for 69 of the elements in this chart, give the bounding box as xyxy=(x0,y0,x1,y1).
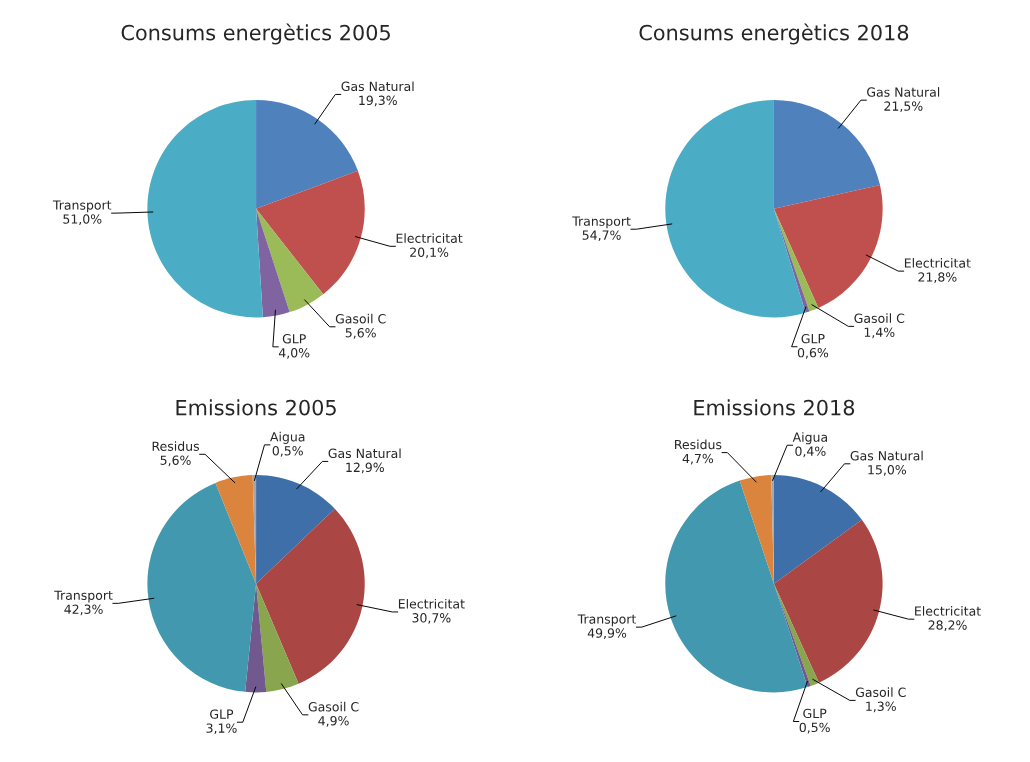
slice-label: Electricitat xyxy=(915,606,981,616)
slice-label: Transport xyxy=(52,200,112,213)
slice-label: Gas Natural xyxy=(867,87,940,97)
slice-label: Electricitat xyxy=(398,598,465,609)
data-label: 21,8% xyxy=(918,272,957,284)
pie-slice xyxy=(147,482,257,692)
pie-slice xyxy=(147,100,263,318)
data-label: 0,4% xyxy=(795,446,826,458)
data-label: 3,1% xyxy=(206,723,237,735)
chart-title: Consums energètics 2005 xyxy=(121,23,390,45)
pie-slice xyxy=(256,170,365,295)
pie-slice xyxy=(773,519,883,683)
pie-slice xyxy=(256,208,290,318)
slice-label: Gasoil C xyxy=(308,701,359,712)
slice-label: Gas Natural xyxy=(341,81,414,92)
data-label: 1,3% xyxy=(866,701,896,713)
data-label: 4,0% xyxy=(278,348,310,359)
slice-label: Electricitat xyxy=(396,233,463,243)
data-label: 49,9% xyxy=(587,628,627,640)
slice-label: GLP xyxy=(282,334,306,344)
data-label: 51,0% xyxy=(63,214,102,226)
data-label: 15,0% xyxy=(868,464,907,476)
data-label: 30,7% xyxy=(412,613,451,624)
data-label: 20,1% xyxy=(410,247,449,259)
slice-label: Gas Natural xyxy=(328,448,401,459)
slice-label: Gas Natural xyxy=(850,450,923,461)
data-label: 42,3% xyxy=(64,604,103,616)
pie-slice xyxy=(256,583,299,692)
chart-title: Emissions 2018 xyxy=(694,399,855,416)
pie-slice xyxy=(256,508,365,684)
pie-slice xyxy=(665,480,808,693)
data-label: 0,5% xyxy=(799,722,830,734)
data-label: 21,5% xyxy=(884,101,923,113)
data-label: 54,7% xyxy=(582,230,621,242)
data-label: 1,4% xyxy=(864,327,895,339)
slice-label: Residus xyxy=(675,439,722,450)
slice-label: Gasoil C xyxy=(855,687,906,698)
data-label: 4,9% xyxy=(318,716,349,727)
slice-label: Transport xyxy=(54,590,113,603)
data-label: 4,7% xyxy=(682,453,714,465)
pie-slice xyxy=(773,185,883,308)
slice-label: Gasoil C xyxy=(854,313,905,323)
data-label: 5,6% xyxy=(345,327,376,339)
chart-title: Emissions 2005 xyxy=(176,399,336,416)
pie-slice xyxy=(773,475,862,584)
pie-slice xyxy=(256,475,335,584)
data-label: 5,6% xyxy=(160,455,191,467)
pie-slice xyxy=(256,100,358,209)
chart-title: Consums energètics 2018 xyxy=(639,23,909,45)
pie-slice xyxy=(665,100,806,318)
slice-label: Transport xyxy=(572,216,631,229)
slice-label: GLP xyxy=(210,709,234,719)
slice-label: Gasoil C xyxy=(335,313,386,324)
data-label: 0,6% xyxy=(797,347,829,359)
slice-label: Residus xyxy=(152,441,200,451)
slice-label: Aigua xyxy=(270,431,305,444)
data-label: 19,3% xyxy=(359,95,397,107)
slice-label: Transport xyxy=(577,614,637,627)
slice-label: GLP xyxy=(801,333,825,344)
slice-label: Aigua xyxy=(792,432,828,445)
data-label: 0,5% xyxy=(272,446,303,457)
slice-label: Electricitat xyxy=(904,258,971,268)
data-label: 12,9% xyxy=(346,462,384,474)
pie-slice xyxy=(256,208,324,313)
pie-slice xyxy=(773,100,881,209)
pie-slice xyxy=(215,475,257,584)
pie-slice xyxy=(739,475,774,584)
data-label: 28,2% xyxy=(928,620,967,632)
slice-label: GLP xyxy=(803,708,827,719)
